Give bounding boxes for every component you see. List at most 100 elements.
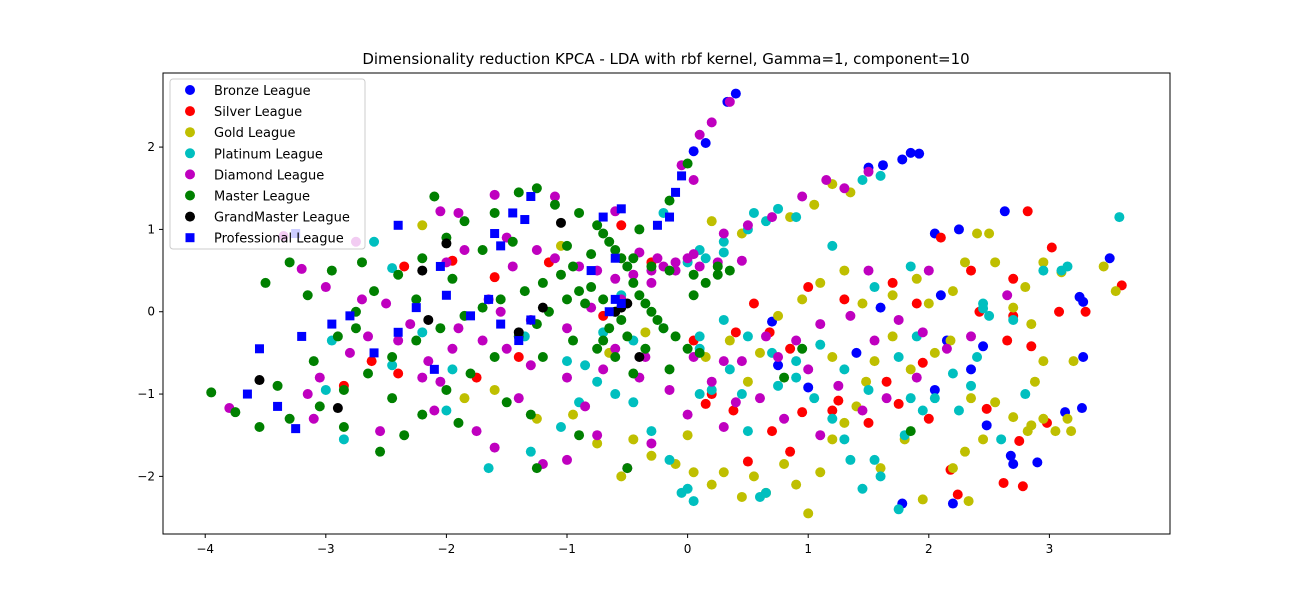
data-point (580, 360, 591, 371)
data-point (905, 261, 916, 272)
data-point (881, 393, 892, 404)
data-point (531, 183, 542, 194)
data-point (1032, 457, 1043, 468)
data-point (332, 403, 343, 414)
data-point (399, 261, 410, 272)
data-point (815, 319, 826, 330)
data-point (966, 393, 977, 404)
data-point (254, 344, 264, 354)
data-point (875, 170, 886, 181)
data-point (791, 212, 802, 223)
data-point (616, 314, 627, 325)
data-point (441, 405, 452, 416)
data-point (724, 96, 735, 107)
data-point (531, 463, 542, 474)
data-point (622, 463, 633, 474)
series-diamond-league (224, 96, 1013, 474)
data-point (803, 508, 814, 519)
data-point (809, 199, 820, 210)
data-point (700, 277, 711, 288)
data-point (1038, 265, 1049, 276)
data-point (555, 421, 566, 432)
data-point (604, 307, 614, 317)
data-point (917, 327, 928, 338)
data-point (526, 191, 536, 201)
data-point (887, 290, 898, 301)
data-point (682, 253, 693, 264)
y-tick-label: 1 (147, 222, 155, 236)
data-point (748, 298, 759, 309)
data-point (489, 272, 500, 283)
data-point (1014, 435, 1025, 446)
x-tick-label: −4 (196, 542, 214, 556)
data-point (791, 479, 802, 490)
data-point (736, 356, 747, 367)
data-point (803, 382, 814, 393)
data-point (423, 356, 434, 367)
data-point (688, 269, 699, 280)
data-point (712, 261, 723, 272)
data-point (700, 398, 711, 409)
data-point (877, 160, 888, 171)
data-point (718, 356, 729, 367)
data-point (411, 335, 422, 346)
data-point (1056, 265, 1067, 276)
data-point (332, 331, 343, 342)
data-points (206, 88, 1127, 519)
data-point (652, 314, 663, 325)
data-point (628, 269, 639, 280)
data-point (736, 255, 747, 266)
series-professional-league (242, 171, 687, 434)
data-point (671, 187, 681, 197)
data-point (273, 401, 283, 411)
data-point (706, 384, 717, 395)
data-point (664, 384, 675, 395)
data-point (911, 372, 922, 383)
data-point (537, 352, 548, 363)
data-point (489, 442, 500, 453)
data-point (742, 220, 753, 231)
data-point (1008, 302, 1019, 313)
data-point (525, 360, 536, 371)
data-point (972, 352, 983, 363)
data-point (592, 430, 603, 441)
data-point (514, 336, 524, 346)
data-point (387, 393, 398, 404)
data-point (857, 298, 868, 309)
y-tick-label: −1 (137, 387, 155, 401)
data-point (1038, 356, 1049, 367)
data-point (682, 343, 693, 354)
data-point (754, 347, 765, 358)
legend: Bronze League Silver League Gold League Pla… (169, 78, 366, 250)
data-point (1078, 352, 1089, 363)
data-point (520, 215, 530, 225)
data-point (411, 294, 422, 305)
data-point (1046, 242, 1057, 253)
data-point (1026, 420, 1037, 431)
data-point (905, 426, 916, 437)
data-point (537, 277, 548, 288)
data-point (1020, 282, 1031, 293)
legend-label: Bronze League (214, 84, 311, 99)
data-point (682, 483, 693, 494)
data-point (399, 430, 410, 441)
data-point (272, 380, 283, 391)
data-point (742, 376, 753, 387)
data-point (628, 434, 639, 445)
data-point (513, 327, 524, 338)
data-point (694, 347, 705, 358)
data-point (981, 403, 992, 414)
data-point (827, 240, 838, 251)
data-point (1008, 459, 1019, 470)
data-point (905, 364, 916, 375)
data-point (857, 405, 868, 416)
data-point (791, 335, 802, 346)
data-point (893, 352, 904, 363)
data-point (393, 327, 403, 337)
data-point (773, 360, 784, 371)
data-point (562, 240, 573, 251)
data-point (562, 372, 573, 383)
x-tick-label: 3 (1046, 542, 1054, 556)
legend-label: Platinum League (214, 147, 323, 162)
data-point (736, 491, 747, 502)
